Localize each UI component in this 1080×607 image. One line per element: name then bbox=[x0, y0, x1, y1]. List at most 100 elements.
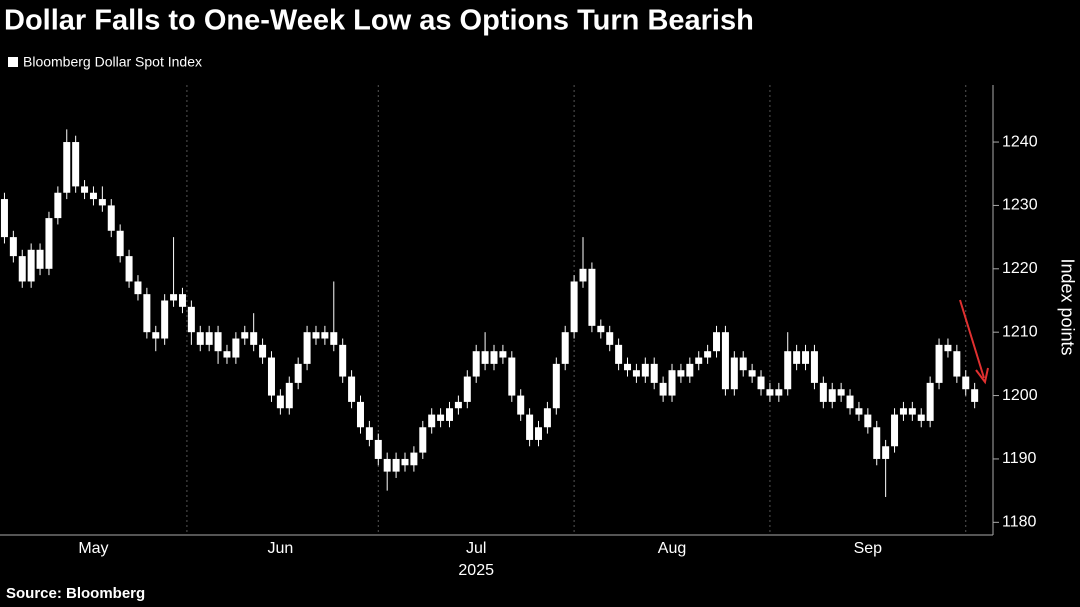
candle-body bbox=[615, 344, 623, 364]
y-tick-label: 1190 bbox=[1002, 450, 1037, 467]
candle-body bbox=[481, 351, 489, 364]
y-tick-label: 1230 bbox=[1002, 197, 1038, 214]
candle-body bbox=[232, 338, 240, 358]
candle-body bbox=[650, 363, 658, 383]
candle-body bbox=[882, 446, 890, 459]
candle-body bbox=[873, 427, 881, 459]
legend-swatch bbox=[8, 57, 18, 67]
candle-body bbox=[632, 370, 640, 377]
candle-body bbox=[802, 351, 810, 364]
candle-body bbox=[374, 439, 382, 459]
x-tick-label: May bbox=[78, 540, 108, 557]
candle-body bbox=[116, 230, 124, 257]
candle-body bbox=[125, 256, 133, 282]
candle-body bbox=[285, 382, 293, 409]
arrow bbox=[959, 299, 985, 379]
candle-body bbox=[437, 414, 445, 421]
candle-body bbox=[45, 218, 53, 269]
candle-body bbox=[445, 408, 453, 421]
candle-body bbox=[63, 142, 71, 193]
candle-body bbox=[330, 332, 338, 345]
candle-body bbox=[677, 370, 685, 377]
candle-body bbox=[721, 332, 729, 390]
x-tick-label: Jun bbox=[267, 540, 293, 557]
candle-body bbox=[730, 357, 738, 390]
x-tick-label: Jul bbox=[466, 540, 486, 557]
candle-body bbox=[962, 376, 970, 390]
candle-body bbox=[303, 332, 311, 364]
chart-title: Dollar Falls to One-Week Low as Options … bbox=[4, 5, 754, 37]
candle-body bbox=[187, 306, 195, 333]
candle-body bbox=[908, 408, 916, 415]
candle-body bbox=[9, 237, 17, 257]
candle-body bbox=[454, 401, 462, 409]
candle-body bbox=[205, 332, 213, 345]
candle-body bbox=[704, 351, 712, 358]
y-tick-label: 1200 bbox=[1002, 387, 1038, 404]
candle-body bbox=[517, 395, 525, 415]
candle-body bbox=[971, 389, 979, 402]
candle-body bbox=[276, 395, 284, 409]
candle-body bbox=[267, 357, 275, 396]
candle-body bbox=[214, 332, 222, 352]
candle-body bbox=[89, 192, 97, 200]
candle-body bbox=[793, 351, 801, 364]
candle-body bbox=[250, 332, 258, 345]
candle-body bbox=[641, 363, 649, 377]
candle-body bbox=[926, 382, 934, 421]
candle-body bbox=[241, 332, 249, 339]
candle-body bbox=[348, 376, 356, 402]
candle-body bbox=[161, 300, 169, 339]
candle-body bbox=[178, 294, 186, 307]
arrow-head bbox=[975, 367, 989, 385]
candle-body bbox=[686, 363, 694, 377]
candle-body bbox=[490, 351, 498, 364]
candle-body bbox=[410, 452, 418, 466]
candle-body bbox=[392, 458, 400, 472]
candle-body bbox=[383, 458, 391, 472]
x-tick-label: Sep bbox=[854, 540, 883, 557]
candle-body bbox=[552, 363, 560, 409]
candle-body bbox=[321, 332, 329, 339]
candle-body bbox=[196, 332, 204, 345]
candle-body bbox=[855, 408, 863, 415]
candle-body bbox=[294, 363, 302, 383]
candle-body bbox=[27, 249, 35, 282]
candle-body bbox=[526, 414, 534, 440]
candle-body bbox=[597, 325, 605, 333]
candle-body bbox=[508, 357, 516, 396]
candle-body bbox=[846, 395, 854, 409]
y-axis-label: Index points bbox=[1057, 258, 1077, 355]
candle-body bbox=[143, 294, 151, 333]
candle-body bbox=[223, 351, 231, 358]
candle-body bbox=[579, 268, 587, 282]
candle-body bbox=[312, 332, 320, 339]
source: Source: Bloomberg bbox=[6, 585, 145, 602]
candle-body bbox=[748, 370, 756, 377]
candle-body bbox=[695, 357, 703, 364]
candle-body bbox=[401, 458, 409, 466]
legend-label: Bloomberg Dollar Spot Index bbox=[23, 54, 202, 70]
candle-body bbox=[917, 414, 925, 421]
y-tick-label: 1240 bbox=[1002, 133, 1038, 150]
candle-body bbox=[535, 427, 543, 440]
candle-body bbox=[757, 376, 765, 390]
candle-body bbox=[499, 351, 507, 358]
x-tick-label: Aug bbox=[658, 540, 686, 557]
candle-body bbox=[606, 332, 614, 345]
plot: 1180 1190 1200 1210 1220 1230 1240 May Jun Jul Aug… bbox=[0, 85, 1038, 579]
candle-body bbox=[419, 427, 427, 453]
candle-body bbox=[72, 142, 80, 187]
y-tick-label: 1210 bbox=[1002, 323, 1038, 340]
candle-body bbox=[810, 351, 818, 383]
y-tick-label: 1220 bbox=[1002, 260, 1038, 277]
candle-body bbox=[891, 414, 899, 447]
candle-body bbox=[36, 249, 44, 269]
candle-body bbox=[472, 351, 480, 377]
candle-body bbox=[713, 332, 721, 352]
candle-body bbox=[81, 186, 89, 193]
candle-body bbox=[152, 332, 160, 339]
candle-body bbox=[134, 281, 142, 295]
y-tick-label: 1180 bbox=[1002, 514, 1037, 531]
